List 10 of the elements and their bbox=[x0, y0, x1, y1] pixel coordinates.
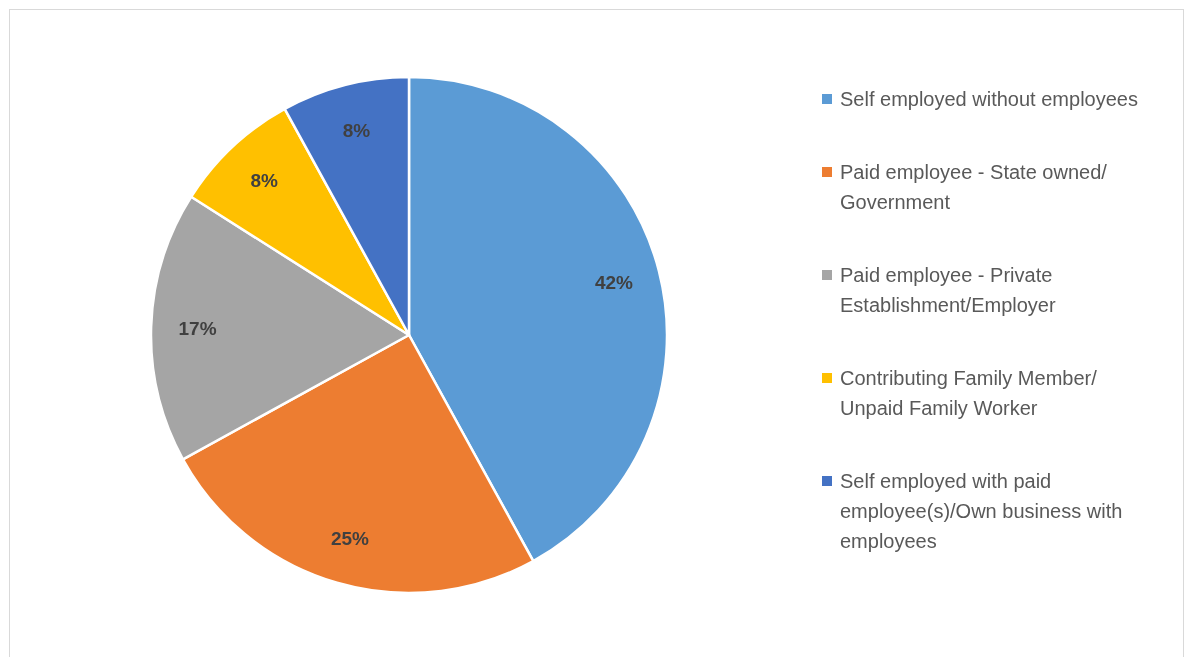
legend-label: Paid employee - State owned/ Government bbox=[840, 161, 1108, 213]
legend-label: Paid employee - Private Establishment/Employer bbox=[840, 264, 1056, 316]
legend-label: Self employed without employees bbox=[840, 88, 1138, 110]
data-label: 17% bbox=[178, 317, 217, 339]
data-label: 8% bbox=[342, 119, 371, 141]
data-label: 25% bbox=[330, 527, 370, 549]
legend-label: Self employed with paid employee(s)/Own business with employees bbox=[840, 470, 1123, 552]
data-label: 8% bbox=[250, 170, 279, 192]
data-label: 42% bbox=[594, 271, 634, 293]
legend-label: Contributing Family Member/ Unpaid Family Worker bbox=[840, 367, 1098, 419]
